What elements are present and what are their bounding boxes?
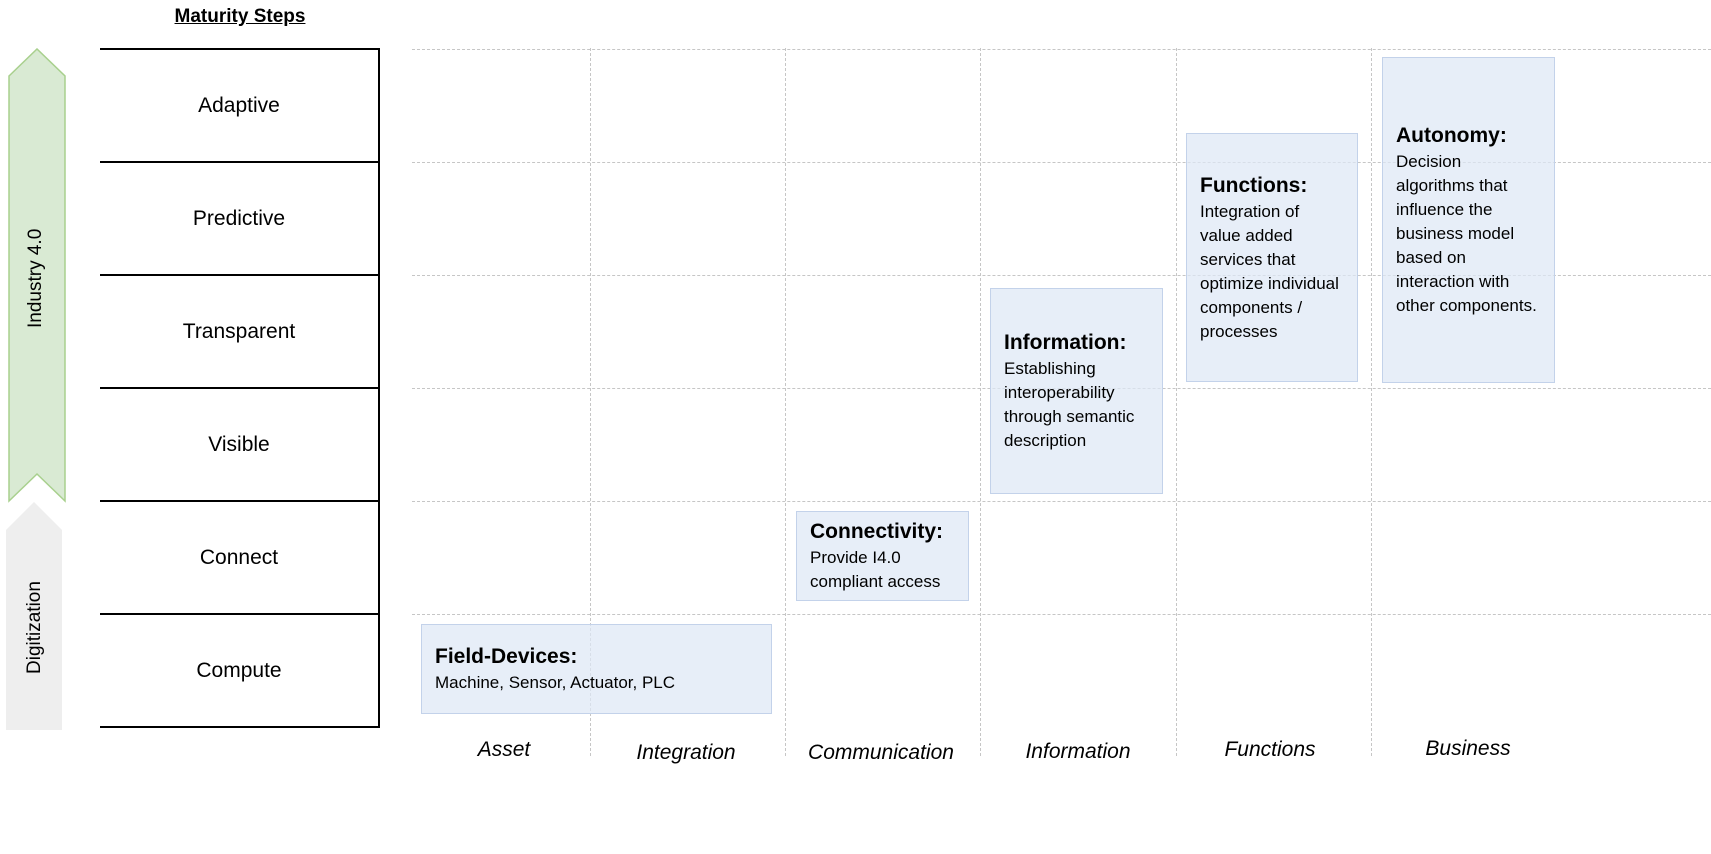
autonomy-title: Autonomy:	[1396, 124, 1507, 147]
axis-label-integration: Integration	[636, 741, 736, 764]
grid-line-h	[412, 501, 1711, 502]
digitization-arrow: Digitization	[6, 502, 62, 730]
industry-40-arrow-shape	[8, 47, 66, 503]
grid-line-h	[412, 275, 1711, 276]
digitization-arrow-shape	[6, 502, 62, 730]
field-devices-title: Field-Devices:	[435, 645, 578, 668]
information-title: Information:	[1004, 331, 1127, 354]
grid-line-h	[412, 614, 1711, 615]
field-devices-box: Field-Devices: Machine, Sensor, Actuator…	[421, 624, 772, 714]
functions-box: Functions: Integration of value added se…	[1186, 133, 1358, 382]
step-visible: Visible	[100, 387, 380, 500]
grid-line-h	[412, 162, 1711, 163]
functions-desc: Integration of value added services that…	[1200, 201, 1339, 341]
axis-label-business: Business	[1425, 737, 1511, 760]
grid-line-h	[412, 49, 1711, 50]
functions-title: Functions:	[1200, 173, 1308, 197]
grid-line-v	[785, 48, 786, 756]
digitization-label: Digitization	[24, 581, 45, 674]
step-compute: Compute	[100, 613, 380, 726]
industry-40-label: Industry 4.0	[25, 228, 46, 328]
information-box: Information: Establishing interoperabili…	[990, 288, 1163, 494]
connectivity-desc: Provide I4.0 compliant access	[810, 548, 941, 591]
field-devices-desc: Machine, Sensor, Actuator, PLC	[435, 673, 676, 692]
axis-label-functions: Functions	[1224, 738, 1316, 761]
grid-line-v	[1176, 48, 1177, 756]
information-desc: Establishing interoperability through se…	[1004, 359, 1135, 450]
step-connect: Connect	[100, 500, 380, 613]
grid-line-v	[980, 48, 981, 756]
step-adaptive: Adaptive	[100, 48, 380, 161]
axis-label-information: Information	[1025, 740, 1131, 763]
grid-line-v	[590, 48, 591, 756]
page-title: Maturity Steps	[174, 6, 306, 27]
grid-line-v	[1371, 48, 1372, 756]
autonomy-box: Autonomy: Decision algorithms that influ…	[1382, 57, 1555, 383]
steps-bottom-border	[100, 726, 380, 728]
connectivity-box: Connectivity: Provide I4.0 compliant acc…	[796, 511, 969, 601]
step-transparent: Transparent	[100, 274, 380, 387]
connectivity-title: Connectivity:	[810, 520, 944, 543]
axis-label-asset: Asset	[477, 738, 531, 761]
industry-40-arrow: Industry 4.0	[8, 47, 66, 504]
step-predictive: Predictive	[100, 161, 380, 274]
axis-label-communication: Communication	[808, 741, 954, 764]
autonomy-desc: Decision algorithms that influence the b…	[1396, 152, 1537, 315]
